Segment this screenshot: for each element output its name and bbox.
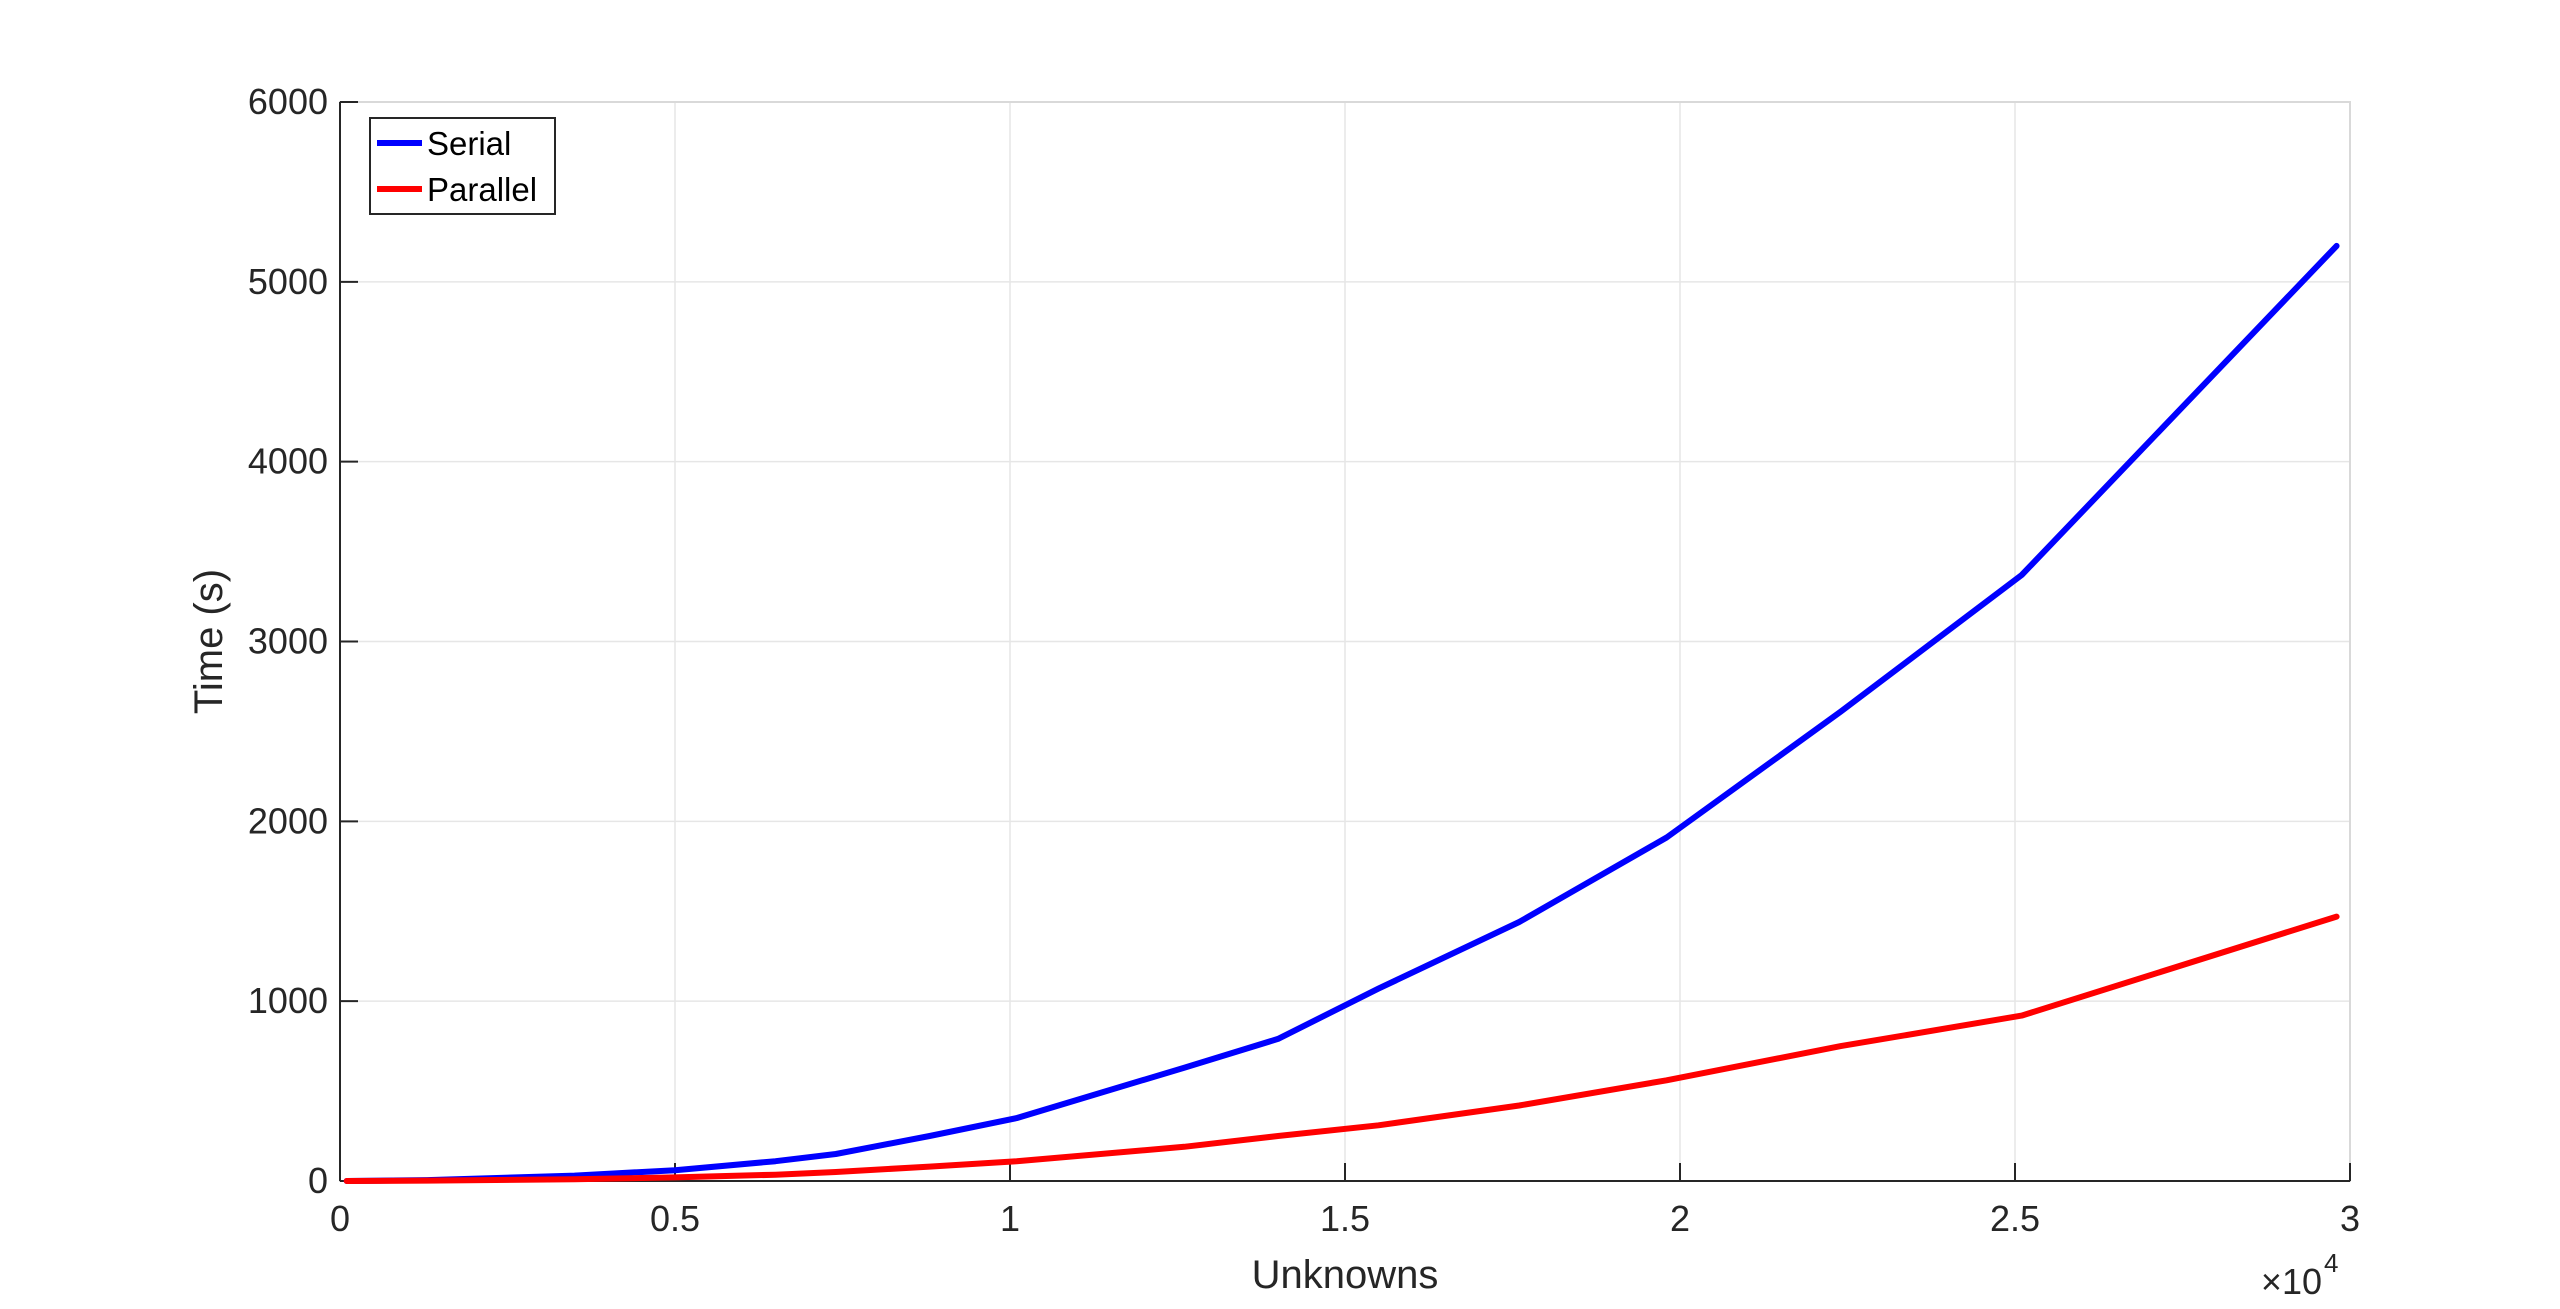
x-tick-label: 0 [330, 1198, 350, 1239]
y-tick-label: 1000 [248, 980, 328, 1021]
y-tick-label: 0 [308, 1160, 328, 1201]
y-tick-label: 3000 [248, 621, 328, 662]
x-tick-label: 2.5 [1990, 1198, 2040, 1239]
legend-box [369, 117, 556, 215]
tick-labels: 0 0.5 1 1.5 2 2.5 3 0 1000 2000 3000 4000 5000 6000 [248, 81, 2360, 1239]
x-axis-exponent-base: ×10 [2261, 1261, 2322, 1302]
y-tick-label: 6000 [248, 81, 328, 122]
x-tick-label: 1.5 [1320, 1198, 1370, 1239]
legend-label-serial: Serial [427, 125, 511, 162]
x-axis-exponent-power: 4 [2324, 1248, 2338, 1278]
legend: Serial Parallel [369, 117, 556, 215]
y-tick-label: 4000 [248, 441, 328, 482]
legend-label-parallel: Parallel [427, 171, 537, 208]
y-tick-label: 2000 [248, 800, 328, 841]
x-tick-label: 1 [1000, 1198, 1020, 1239]
x-tick-label: 3 [2340, 1198, 2360, 1239]
series-line-parallel [343, 913, 2340, 1184]
x-axis-exponent: ×10 4 [2261, 1248, 2339, 1302]
x-axis-title: Unknowns [1252, 1253, 1439, 1297]
y-tick-label: 5000 [248, 261, 328, 302]
x-tick-label: 0.5 [650, 1198, 700, 1239]
grid [339, 101, 2351, 1182]
y-axis-title: Time (s) [187, 569, 231, 714]
series-line-serial [343, 242, 2340, 1184]
x-tick-label: 2 [1670, 1198, 1690, 1239]
series-lines [343, 242, 2340, 1184]
